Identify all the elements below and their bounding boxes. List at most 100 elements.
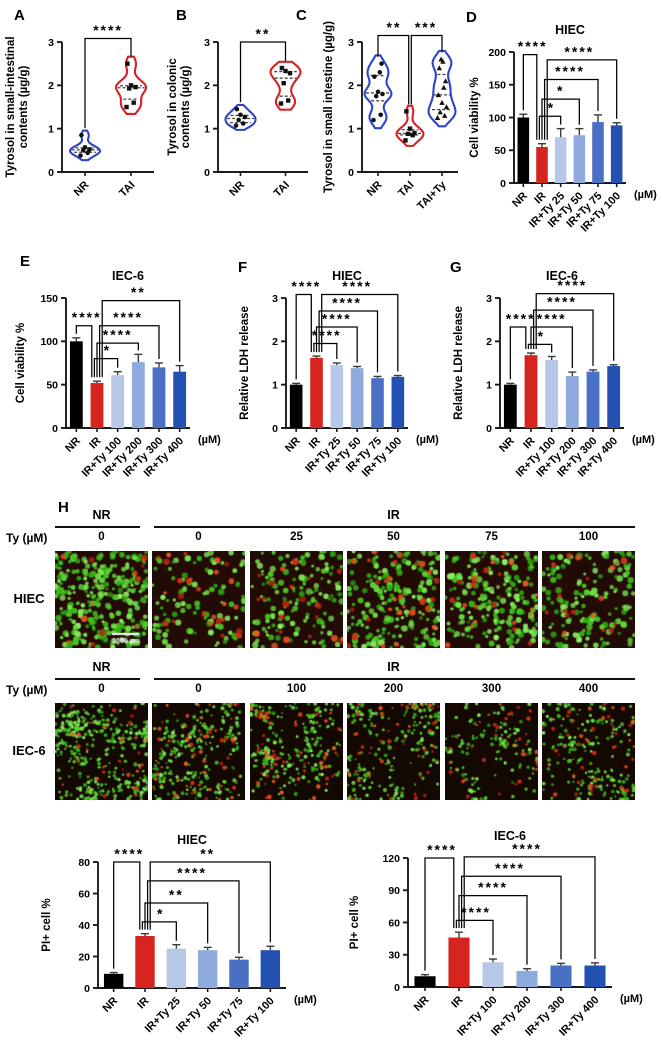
micro-dose-value-0-4: 75 <box>485 531 498 543</box>
svg-text:*: * <box>557 83 564 99</box>
panel-g-bar-iec6-ldh-release: 0 1 2 3 Relative LDH release IEC-6 NR IR IR+Ty 1… <box>448 248 662 495</box>
violin-chart-b: 0 1 2 3 Tyrosol in colonic contents (µg/g) NR T… <box>167 26 308 199</box>
svg-text:*: * <box>538 328 545 344</box>
svg-text:200: 200 <box>488 47 506 59</box>
micro-group-header-nr-1: NR <box>92 660 111 674</box>
svg-text:*: * <box>548 100 555 116</box>
svg-text:2: 2 <box>272 336 278 348</box>
micro-dose-value-0-2: 25 <box>290 531 303 543</box>
svg-text:150: 150 <box>488 80 506 92</box>
panel-f-bar-hiec-ldh-release: 0 1 2 3 Relative LDH release HIEC NR IR IR+Ty 25… <box>234 248 446 495</box>
svg-text:****: **** <box>427 842 457 858</box>
panel-bottom-right-bar-iec6-pi-cells: 0 30 60 90 120 PI+ cell % IEC-6 NR IR IR+Ty 100 IR… <box>344 812 660 1058</box>
svg-text:80: 80 <box>78 857 90 869</box>
svg-text:(µM): (µM) <box>634 189 657 201</box>
svg-text:IR: IR <box>449 994 465 1010</box>
svg-text:50: 50 <box>494 145 506 157</box>
svg-text:****: **** <box>177 864 207 880</box>
micro-row-label-iec-6: IEC-6 <box>12 743 46 758</box>
svg-text:IR: IR <box>135 995 151 1011</box>
svg-text:150: 150 <box>40 293 58 305</box>
svg-text:****: **** <box>103 327 133 343</box>
svg-text:NR: NR <box>365 179 385 199</box>
svg-text:IEC-6: IEC-6 <box>494 829 526 843</box>
micro-group-header-nr-0: NR <box>92 508 111 522</box>
micro-dose-value-0-0: 0 <box>98 531 105 543</box>
svg-text:1: 1 <box>204 123 210 135</box>
micro-dose-value-1-0: 0 <box>98 683 105 695</box>
svg-text:**: ** <box>387 19 402 35</box>
panel-h-letter: H <box>58 499 69 516</box>
svg-text:2: 2 <box>204 80 210 92</box>
panel-g-letter: G <box>450 259 462 276</box>
svg-text:0: 0 <box>84 983 90 995</box>
svg-text:****: **** <box>114 846 144 862</box>
micro-dose-row-label-0: Ty (µM) <box>6 531 48 545</box>
micro-dose-value-1-5: 400 <box>578 683 599 695</box>
micro-dose-value-1-2: 100 <box>286 683 307 695</box>
svg-text:Tyrosol in small-intestinal: Tyrosol in small-intestinal <box>5 36 17 177</box>
svg-text:0: 0 <box>272 423 278 435</box>
svg-text:1: 1 <box>272 379 278 391</box>
svg-text:****: **** <box>512 840 542 856</box>
svg-text:****: **** <box>495 860 525 876</box>
micro-dose-value-0-3: 50 <box>387 531 400 543</box>
svg-text:NR: NR <box>100 995 120 1015</box>
svg-text:(µM): (µM) <box>294 994 317 1006</box>
svg-text:20: 20 <box>78 951 90 963</box>
panel-d-letter: D <box>466 9 477 26</box>
svg-text:*: * <box>104 342 111 358</box>
svg-text:****: **** <box>537 311 567 327</box>
micro-image-hiec-0um-1 <box>152 551 245 648</box>
micro-dose-value-1-4: 300 <box>481 683 502 695</box>
micro-group-underline-ir-1 <box>154 678 635 680</box>
svg-text:****: **** <box>506 311 536 327</box>
svg-text:****: **** <box>557 277 587 293</box>
svg-text:(µM): (µM) <box>620 993 643 1005</box>
svg-text:1: 1 <box>48 123 54 135</box>
svg-text:Cell viability %: Cell viability % <box>469 77 481 158</box>
svg-text:NR: NR <box>72 179 92 199</box>
micro-image-iec-6-100um-2 <box>250 703 343 800</box>
micro-group-underline-nr-1 <box>55 678 140 680</box>
svg-text:****: **** <box>72 309 102 325</box>
svg-text:NR: NR <box>510 190 530 210</box>
violin-chart-c: 0 1 2 3 Tyrosol in small intestine (µg/g) NR T… <box>323 19 458 213</box>
svg-text:3: 3 <box>272 293 278 305</box>
panel-c-letter: C <box>296 7 307 24</box>
svg-text:0: 0 <box>394 982 400 994</box>
micro-image-iec-6-0um-0 <box>55 703 148 800</box>
panel-e-letter: E <box>20 253 31 270</box>
svg-text:*: * <box>157 905 164 921</box>
svg-text:****: **** <box>291 278 321 294</box>
svg-text:contents (µg/g): contents (µg/g) <box>180 66 192 149</box>
violin-chart-a: 0 1 2 3 Tyrosol in small-intestinal contents … <box>5 22 154 199</box>
svg-text:NR: NR <box>497 435 517 455</box>
svg-text:0: 0 <box>500 178 506 190</box>
svg-text:Relative LDH release: Relative LDH release <box>453 306 465 420</box>
micro-row-label-hiec: HIEC <box>13 591 45 606</box>
svg-text:TAI: TAI <box>117 179 137 199</box>
svg-text:Relative LDH release: Relative LDH release <box>239 306 251 420</box>
svg-text:2: 2 <box>48 80 54 92</box>
svg-text:60: 60 <box>78 888 90 900</box>
svg-text:0: 0 <box>48 167 54 179</box>
svg-text:IEC-6: IEC-6 <box>112 269 144 283</box>
svg-text:3: 3 <box>348 37 354 49</box>
micro-image-iec-6-400um-5 <box>542 703 635 800</box>
panel-f-letter: F <box>238 259 248 276</box>
svg-text:(µM): (µM) <box>416 434 439 446</box>
panel-b-letter: B <box>176 7 187 24</box>
svg-text:PI+ cell %: PI+ cell % <box>41 898 53 951</box>
svg-text:100: 100 <box>488 112 506 124</box>
svg-text:0: 0 <box>204 167 210 179</box>
svg-text:3: 3 <box>486 293 492 305</box>
micro-dose-value-1-1: 0 <box>195 683 202 695</box>
svg-text:NR: NR <box>283 435 303 455</box>
svg-text:****: **** <box>461 904 491 920</box>
svg-text:HIEC: HIEC <box>177 833 207 847</box>
